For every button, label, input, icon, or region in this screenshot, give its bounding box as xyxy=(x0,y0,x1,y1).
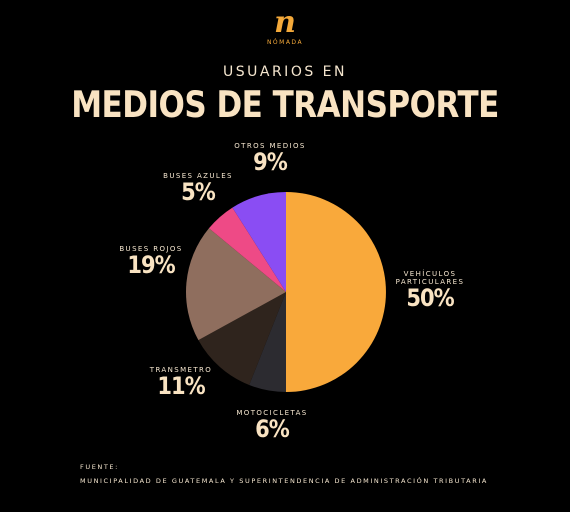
source-text: MUNICIPALIDAD DE GUATEMALA Y SUPERINTEND… xyxy=(80,477,488,485)
logo-mark: n xyxy=(274,5,296,40)
slice-label-name: MOTOCICLETAS xyxy=(236,409,308,417)
pie-slice-transmetro xyxy=(198,292,286,385)
pie-slice-otros-medios xyxy=(232,192,286,292)
slice-label-name: VEHÍCULOS PARTICULARES xyxy=(395,270,465,286)
slice-label-value: 9% xyxy=(253,148,288,176)
slice-label-name: TRANSMETRO xyxy=(149,366,213,374)
slice-label-name: BUSES ROJOS xyxy=(119,245,183,253)
label-vehiculos-particulares: VEHÍCULOS PARTICULARES 50% xyxy=(390,270,470,312)
label-transmetro: TRANSMETRO 11% xyxy=(138,366,224,400)
slice-label-name: OTROS MEDIOS xyxy=(234,142,306,150)
slice-label-value: 50% xyxy=(406,284,454,312)
logo-wordmark: NÓMADA xyxy=(266,39,304,46)
label-buses-rojos: BUSES ROJOS 19% xyxy=(108,245,194,279)
pie-slice-vehículos-particulares xyxy=(286,192,386,392)
source-note: FUENTE: MUNICIPALIDAD DE GUATEMALA Y SUP… xyxy=(80,460,488,488)
slice-label-value: 5% xyxy=(181,178,216,206)
slice-label-value: 19% xyxy=(127,251,175,279)
pie-slice-motocicletas xyxy=(249,292,286,392)
pie-slice-buses-rojos xyxy=(186,228,286,341)
slice-label-value: 6% xyxy=(255,415,290,443)
label-motocicletas: MOTOCICLETAS 6% xyxy=(222,409,322,443)
pie-slice-buses-azules xyxy=(208,207,286,292)
slice-label-value: 11% xyxy=(157,372,205,400)
label-otros-medios: OTROS MEDIOS 9% xyxy=(225,142,315,176)
slice-label-name: BUSES AZULES xyxy=(163,172,233,180)
source-label: FUENTE: xyxy=(80,463,119,471)
chart-subtitle: USUARIOS EN xyxy=(223,64,347,80)
label-buses-azules: BUSES AZULES 5% xyxy=(152,172,244,206)
nomada-logo: n NÓMADA xyxy=(0,5,570,47)
chart-title: MEDIOS DE TRANSPORTE xyxy=(71,84,499,127)
